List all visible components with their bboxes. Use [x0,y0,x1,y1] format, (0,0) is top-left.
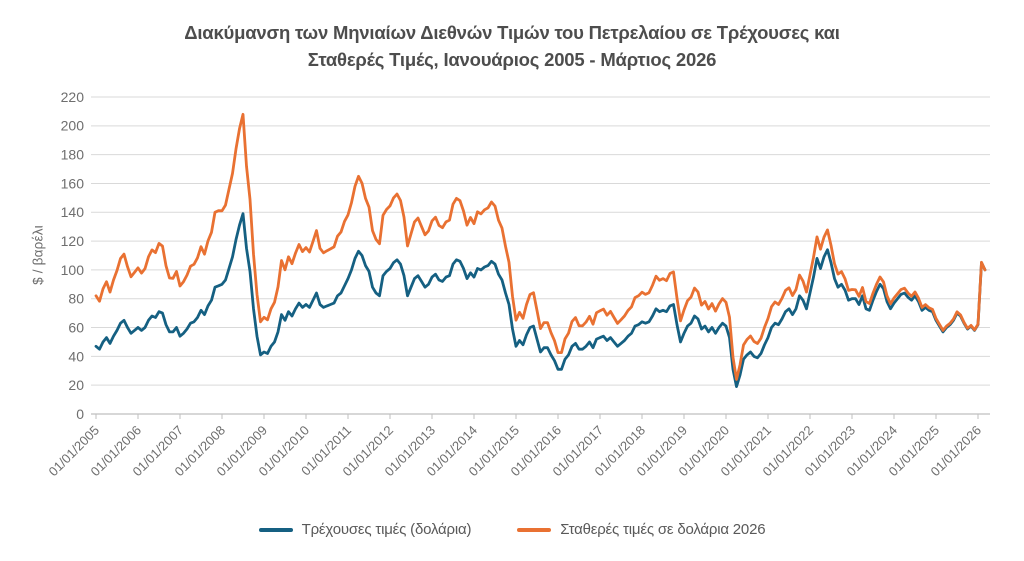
y-tick-label: 140 [61,204,85,220]
y-tick-label: 160 [61,175,85,191]
legend: Τρέχουσες τιμές (δολάρια) Σταθερές τιμές… [0,521,1024,538]
chart-title: Διακύμανση των Μηνιαίων Διεθνών Τιμών το… [0,20,1024,74]
y-tick-label: 200 [61,118,85,134]
legend-label-current-prices: Τρέχουσες τιμές (δολάρια) [301,521,472,538]
y-tick-label: 20 [68,377,84,393]
y-tick-label: 40 [68,348,84,364]
y-tick-label: 220 [61,89,85,105]
constant-prices-line-swatch [517,527,552,532]
legend-label-constant-prices: Σταθερές τιμές σε δολάρια 2026 [560,521,766,538]
y-tick-label: 100 [61,262,85,278]
y-tick-label: 180 [61,147,85,163]
chart-title-line-2: Σταθερές Τιμές, Ιανουάριος 2005 - Μάρτιο… [307,48,717,70]
chart-title-line-1: Διακύμανση των Μηνιαίων Διεθνών Τιμών το… [184,22,840,43]
y-tick-label: 60 [68,319,84,335]
current-prices-line-swatch [258,527,293,532]
y-tick-label: 120 [61,233,85,249]
series-line-1 [94,112,987,381]
y-tick-label: 80 [68,291,84,307]
y-tick-label: 0 [76,406,84,422]
legend-item-constant-prices: Σταθερές τιμές σε δολάρια 2026 [517,521,766,538]
series-line-0 [94,212,987,389]
legend-item-current-prices: Τρέχουσες τιμές (δολάρια) [258,521,472,538]
